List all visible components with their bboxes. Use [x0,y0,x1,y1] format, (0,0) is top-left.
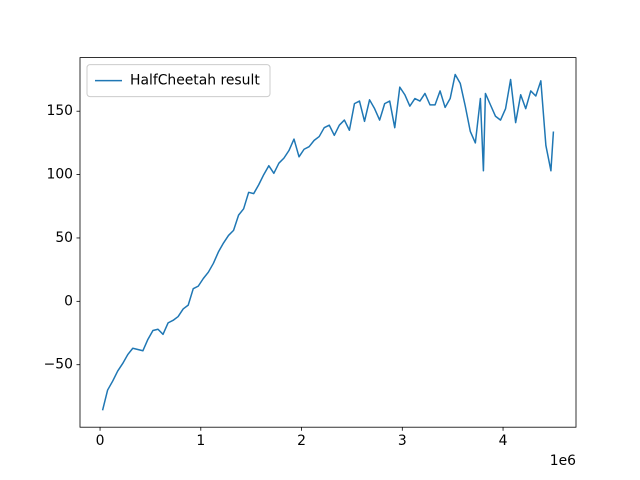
y-tick-label: 100 [46,167,73,183]
x-offset-label: 1e6 [550,453,576,469]
legend-box [86,64,271,98]
x-tick-label: 3 [398,433,407,449]
legend-label: HalfCheetah result [130,73,260,89]
y-tick-label: 50 [55,230,73,246]
x-tick-label: 4 [499,433,508,449]
x-tick-label: 1 [196,433,205,449]
y-tick-label: −50 [44,357,73,373]
x-tick-label: 2 [297,433,306,449]
y-tick-label: 150 [46,103,73,119]
y-tick-label: 0 [64,293,73,309]
x-tick-label: 0 [96,433,105,449]
data-line [101,73,555,411]
axes-frame [79,57,577,428]
